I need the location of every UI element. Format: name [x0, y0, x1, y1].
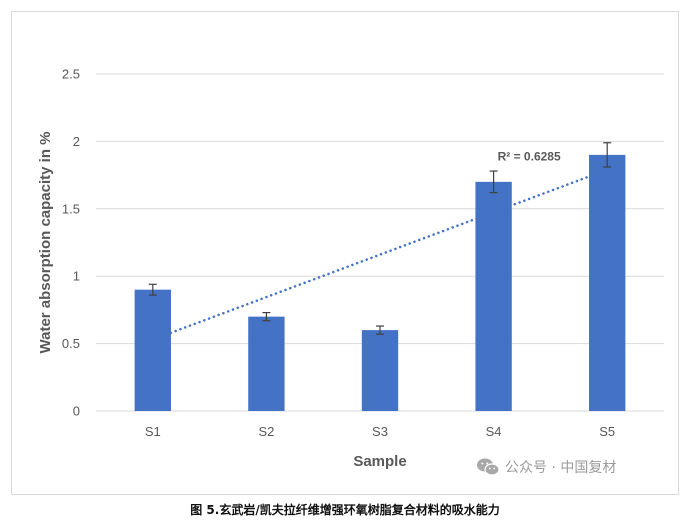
x-tick-label: S5	[599, 424, 615, 439]
x-tick-label: S3	[372, 424, 388, 439]
bar-s2	[248, 316, 285, 411]
y-tick-label: 0.5	[62, 336, 80, 351]
bars	[134, 154, 626, 411]
y-tick-label: 2.5	[62, 67, 80, 82]
trendline	[169, 175, 591, 335]
grid-lines	[96, 73, 664, 412]
bar-s3	[361, 330, 399, 411]
bar-s4	[475, 181, 512, 411]
watermark-text: 公众号 · 中国复材	[505, 460, 617, 476]
y-tick-label: 1.5	[62, 201, 80, 216]
error-bars	[148, 142, 612, 335]
r-squared-label: R² = 0.6285	[498, 149, 561, 163]
figure-caption: 图 5.玄武岩/凯夫拉纤维增强环氧树脂复合材料的吸水能力	[190, 503, 500, 517]
bar-s5	[589, 154, 626, 411]
y-axis-tick-labels: 0 0.5 1 1.5 2 2.5	[62, 67, 80, 419]
error-bar	[262, 311, 271, 322]
error-bar	[603, 142, 612, 168]
bar-chart: 0 0.5 1 1.5 2 2.5 S1 S2 S3 S4 S5 R² = 0.6285 Samp…	[37, 67, 664, 470]
y-axis-title: Water absorption capacity in %	[37, 132, 54, 354]
x-axis-tick-labels: S1 S2 S3 S4 S5	[145, 424, 615, 439]
y-tick-label: 1	[73, 269, 80, 284]
y-tick-label: 2	[73, 134, 80, 149]
error-bar	[489, 170, 498, 194]
watermark: 公众号 · 中国复材	[476, 456, 616, 478]
x-tick-label: S1	[145, 424, 161, 439]
chart-frame	[11, 11, 679, 495]
x-axis-title: Sample	[353, 453, 406, 470]
y-tick-label: 0	[73, 404, 80, 419]
error-bar	[148, 283, 157, 296]
bar-s1	[134, 289, 171, 411]
x-tick-label: S4	[486, 424, 502, 439]
x-tick-label: S2	[258, 424, 274, 439]
error-bar	[376, 325, 384, 335]
wechat-icon	[477, 458, 500, 476]
